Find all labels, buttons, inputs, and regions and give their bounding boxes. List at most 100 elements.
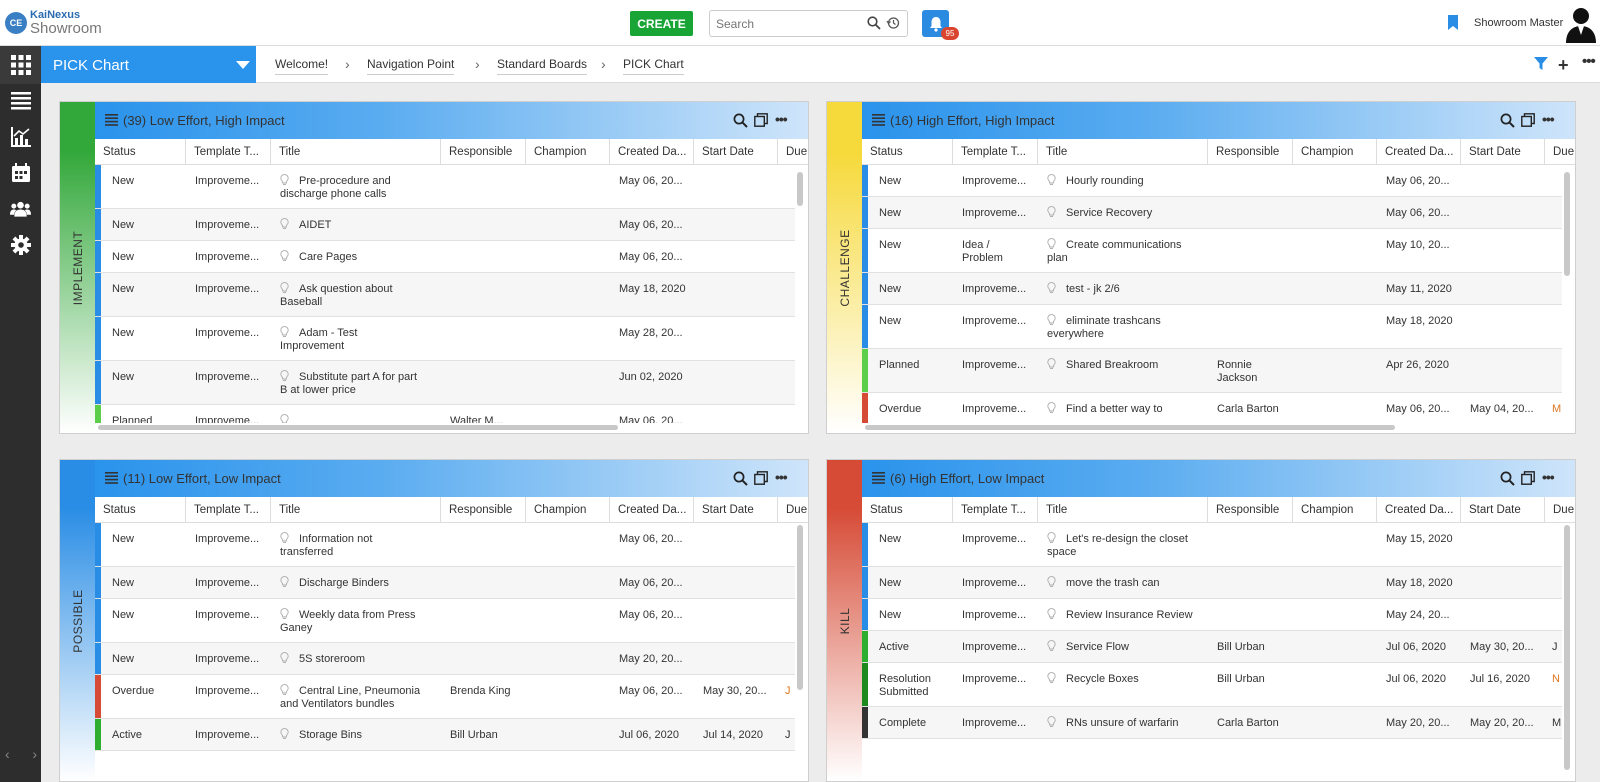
table-row[interactable]: Active Improveme... Storage Bins Bill Urban… bbox=[95, 719, 795, 751]
table-row[interactable]: New Improveme... Service Recovery May 06, 2… bbox=[862, 197, 1562, 229]
calendar-icon[interactable] bbox=[10, 162, 31, 183]
breadcrumb-navigation-point[interactable]: Navigation Point bbox=[367, 57, 455, 75]
user-name[interactable]: Showroom Master bbox=[1474, 17, 1564, 29]
copy-icon[interactable] bbox=[754, 471, 768, 485]
cell-title[interactable] bbox=[280, 414, 440, 423]
search-icon[interactable] bbox=[733, 471, 748, 486]
table-row[interactable]: New Improveme... Let's re-design the close… bbox=[862, 523, 1562, 567]
cell-title[interactable]: eliminate trashcans everywhere bbox=[1047, 314, 1161, 340]
cell-title[interactable]: Let's re-design the closet space bbox=[1047, 532, 1188, 558]
avatar[interactable] bbox=[1563, 5, 1599, 43]
cell-title[interactable]: move the trash can bbox=[1047, 576, 1207, 590]
more-options-icon[interactable]: ••• bbox=[775, 469, 788, 485]
table-row[interactable]: New Improveme... move the trash can May 18,… bbox=[862, 567, 1562, 599]
history-icon[interactable] bbox=[886, 16, 900, 30]
table-row[interactable]: New Improveme... Hourly rounding May 06, 20… bbox=[862, 165, 1562, 197]
table-row[interactable]: New Improveme... test - jk 2/6 May 11, 2020 bbox=[862, 273, 1562, 305]
column-header-start-date[interactable]: Start Date bbox=[694, 497, 778, 523]
table-row[interactable]: Overdue Improveme... Central Line, Pneumon… bbox=[95, 675, 795, 719]
cell-title[interactable]: Central Line, Pneumonia and Ventilators b… bbox=[280, 684, 421, 710]
column-header-created-da[interactable]: Created Da... bbox=[610, 497, 694, 523]
column-header-created-da[interactable]: Created Da... bbox=[610, 139, 694, 165]
table-row[interactable]: Planned Improveme... Walter M... May 06, 20… bbox=[95, 405, 795, 423]
column-header-status[interactable]: Status bbox=[862, 139, 953, 165]
horizontal-scrollbar[interactable] bbox=[865, 425, 1395, 430]
column-header-title[interactable]: Title bbox=[271, 139, 441, 165]
column-header-champion[interactable]: Champion bbox=[1293, 497, 1377, 523]
cell-title[interactable]: Information not transferred bbox=[280, 532, 373, 558]
column-header-due[interactable]: Due bbox=[778, 497, 808, 523]
add-button[interactable]: + bbox=[1558, 55, 1569, 75]
breadcrumb-pick-chart[interactable]: PICK Chart bbox=[623, 57, 684, 75]
cell-title[interactable]: Service Flow bbox=[1047, 640, 1207, 654]
board-title[interactable]: PICK Chart bbox=[41, 46, 256, 83]
breadcrumb-welcome[interactable]: Welcome! bbox=[275, 57, 329, 75]
column-header-template-t[interactable]: Template T... bbox=[186, 139, 271, 165]
table-row[interactable]: Active Improveme... Service Flow Bill Urban… bbox=[862, 631, 1562, 663]
more-options-icon[interactable]: ••• bbox=[1542, 111, 1555, 127]
chevron-down-icon[interactable] bbox=[236, 60, 250, 70]
filter-icon[interactable] bbox=[1534, 57, 1548, 71]
cell-title[interactable]: Storage Bins bbox=[280, 728, 440, 742]
table-row[interactable]: New Improveme... Ask question about Basebal… bbox=[95, 273, 795, 317]
menu-icon[interactable] bbox=[105, 114, 118, 126]
search-icon[interactable] bbox=[733, 113, 748, 128]
cell-title[interactable]: Weekly data from Press Ganey bbox=[280, 608, 416, 634]
table-row[interactable]: Resolution Submitted Improveme... Recycle B… bbox=[862, 663, 1562, 707]
cell-title[interactable]: Create communications plan bbox=[1047, 238, 1182, 264]
cell-title[interactable]: Pre-procedure and discharge phone calls bbox=[280, 174, 391, 200]
table-row[interactable]: New Improveme... Weekly data from Press Gan… bbox=[95, 599, 795, 643]
column-header-title[interactable]: Title bbox=[271, 497, 441, 523]
column-header-title[interactable]: Title bbox=[1038, 139, 1208, 165]
column-header-due[interactable]: Due bbox=[1545, 139, 1575, 165]
menu-icon[interactable] bbox=[872, 472, 885, 484]
column-header-status[interactable]: Status bbox=[862, 497, 953, 523]
create-button[interactable]: CREATE bbox=[630, 11, 693, 36]
column-header-created-da[interactable]: Created Da... bbox=[1377, 139, 1461, 165]
table-row[interactable]: New Improveme... Adam - Test Improvement May… bbox=[95, 317, 795, 361]
column-header-champion[interactable]: Champion bbox=[526, 139, 610, 165]
column-header-start-date[interactable]: Start Date bbox=[694, 139, 778, 165]
copy-icon[interactable] bbox=[1521, 471, 1535, 485]
menu-icon[interactable] bbox=[872, 114, 885, 126]
cell-title[interactable]: Substitute part A for part B at lower pri… bbox=[280, 370, 418, 396]
list-icon[interactable] bbox=[10, 90, 31, 111]
table-row[interactable]: Complete Improveme... RNs unsure of warfar… bbox=[862, 707, 1562, 739]
cell-title[interactable]: Hourly rounding bbox=[1047, 174, 1207, 188]
more-options-icon[interactable]: ••• bbox=[1542, 469, 1555, 485]
vertical-scrollbar[interactable] bbox=[797, 172, 803, 206]
more-options-icon[interactable]: ••• bbox=[775, 111, 788, 127]
table-row[interactable]: New Improveme... AIDET May 06, 20... bbox=[95, 209, 795, 241]
column-header-responsible[interactable]: Responsible bbox=[441, 497, 526, 523]
cell-title[interactable]: Shared Breakroom bbox=[1047, 358, 1207, 372]
column-header-responsible[interactable]: Responsible bbox=[441, 139, 526, 165]
column-header-champion[interactable]: Champion bbox=[526, 497, 610, 523]
chevron-left-icon[interactable]: ‹ bbox=[5, 746, 10, 762]
column-header-responsible[interactable]: Responsible bbox=[1208, 497, 1293, 523]
vertical-scrollbar[interactable] bbox=[1564, 525, 1570, 770]
search-input[interactable] bbox=[710, 11, 860, 36]
table-row[interactable]: New Improveme... Discharge Binders May 06, … bbox=[95, 567, 795, 599]
cell-title[interactable]: Recycle Boxes bbox=[1047, 672, 1207, 686]
cell-title[interactable]: AIDET bbox=[280, 218, 440, 232]
menu-icon[interactable] bbox=[105, 472, 118, 484]
column-header-status[interactable]: Status bbox=[95, 139, 186, 165]
search-icon[interactable] bbox=[1500, 113, 1515, 128]
column-header-due[interactable]: Due bbox=[778, 139, 808, 165]
search-icon[interactable] bbox=[1500, 471, 1515, 486]
column-header-due[interactable]: Due bbox=[1545, 497, 1575, 523]
table-row[interactable]: New Idea / Problem Create communications pla… bbox=[862, 229, 1562, 273]
vertical-scrollbar[interactable] bbox=[1564, 172, 1570, 276]
chevron-right-icon[interactable]: › bbox=[32, 746, 37, 762]
table-row[interactable]: New Improveme... Substitute part A for par… bbox=[95, 361, 795, 405]
bookmark-icon[interactable] bbox=[1448, 15, 1458, 30]
apps-grid-icon[interactable] bbox=[10, 54, 31, 75]
table-row[interactable]: Overdue Improveme... Find a better way to C… bbox=[862, 393, 1562, 423]
column-header-template-t[interactable]: Template T... bbox=[186, 497, 271, 523]
cell-title[interactable]: Adam - Test Improvement bbox=[280, 326, 358, 352]
table-row[interactable]: New Improveme... Review Insurance Review Ma… bbox=[862, 599, 1562, 631]
column-header-start-date[interactable]: Start Date bbox=[1461, 139, 1545, 165]
table-row[interactable]: New Improveme... 5S storeroom May 20, 20... bbox=[95, 643, 795, 675]
table-row[interactable]: New Improveme... Pre-procedure and discharg… bbox=[95, 165, 795, 209]
chart-icon[interactable] bbox=[10, 126, 31, 147]
